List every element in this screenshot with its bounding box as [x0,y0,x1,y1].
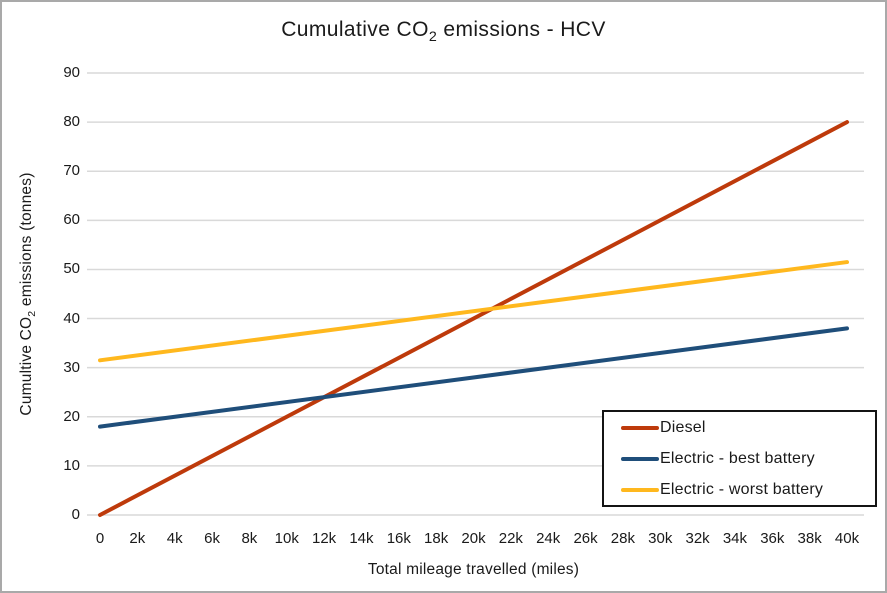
legend-label-electric-worst: Electric - worst battery [660,480,824,498]
x-tick-label: 12k [312,530,337,547]
x-tick-label: 26k [573,530,598,547]
y-tick-label: 0 [71,506,80,523]
x-tick-label: 14k [349,530,374,547]
y-tick-label: 40 [63,309,80,327]
x-tick-label: 38k [797,530,822,547]
x-tick-label: 10k [274,530,299,547]
y-tick-label: 60 [63,211,80,229]
x-tick-label: 24k [536,530,561,547]
x-tick-label: 20k [461,530,486,547]
legend-label-electric-best: Electric - best battery [660,449,815,467]
series-line-2 [98,260,849,363]
legend: Diesel Electric - best battery Electric … [602,410,877,507]
legend-label-diesel: Diesel [660,418,706,436]
x-tick-label: 6k [204,530,220,547]
y-tick-label: 50 [63,260,80,278]
x-tick-label: 36k [760,530,785,547]
chart-title-text: Cumulative CO [281,18,429,41]
x-axis-title: Total mileage travelled (miles) [367,561,580,578]
x-tick-label: 0 [95,530,105,547]
chart-title: Cumulative CO2 emissions - HCV [2,18,885,45]
x-tick-label: 32k [685,530,710,547]
x-tick-label: 40k [834,530,860,547]
diesel-line-swatch-icon [621,425,659,430]
legend-item-electric-best: Electric - best battery [621,450,875,468]
y-tick-label: 80 [63,113,80,131]
legend-item-diesel: Diesel [621,419,875,437]
x-tick-label: 18k [424,530,449,547]
chart-title-suffix: emissions - HCV [437,18,606,41]
x-tick-label: 4k [166,530,183,547]
x-tick-label: 8k [241,530,258,547]
x-tick-label: 34k [722,530,748,547]
x-tick-label: 16k [386,530,411,547]
x-tick-label: 30k [648,530,673,547]
electric-best-line-swatch-icon [621,456,659,461]
y-tick-label: 30 [63,358,80,376]
series-line-0 [98,120,849,517]
chart-title-subscript: 2 [428,29,438,46]
y-tick-label: 90 [63,64,80,81]
y-tick-label: 20 [63,407,80,425]
series-line-1 [98,326,849,429]
y-tick-label: 70 [63,162,80,180]
electric-worst-line-swatch-icon [621,487,659,492]
legend-item-electric-worst: Electric - worst battery [621,481,875,499]
x-tick-label: 22k [498,530,523,547]
x-tick-label: 2k [129,530,146,547]
y-axis-title: Cumultive CO2 emissions (tonnes) [17,172,39,416]
x-tick-label: 28k [610,530,635,547]
y-tick-label: 10 [63,456,80,474]
